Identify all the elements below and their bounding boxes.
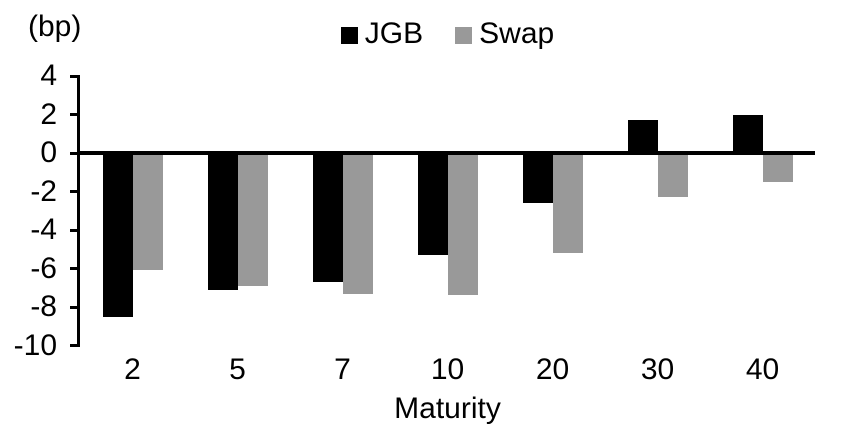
- bar-swap-40: [762, 153, 793, 182]
- legend-label-swap: Swap: [479, 17, 555, 50]
- legend-label-jgb: JGB: [364, 17, 424, 50]
- bar-jgb-5: [207, 153, 238, 290]
- bar-swap-2: [132, 153, 163, 271]
- bar-swap-20: [552, 153, 583, 254]
- y-axis-tick-label: 4: [40, 59, 57, 92]
- bar-swap-30: [657, 153, 688, 198]
- y-axis-tick: [70, 305, 80, 309]
- x-axis-tick-label: 20: [535, 353, 570, 386]
- legend: JGB Swap: [80, 16, 815, 52]
- y-axis-tick: [70, 344, 80, 347]
- swap-swatch-icon: [455, 26, 473, 44]
- legend-item-swap: Swap: [455, 17, 554, 51]
- x-axis-tick-label: 10: [430, 353, 465, 386]
- x-axis-tick-label: 5: [229, 353, 246, 386]
- y-axis-unit-label: (bp): [28, 10, 82, 43]
- zero-axis-line: [80, 151, 815, 155]
- x-axis-title: Maturity: [394, 392, 501, 425]
- bar-jgb-30: [627, 120, 658, 153]
- x-axis-tick-label: 7: [334, 353, 351, 386]
- y-axis-tick: [70, 74, 80, 78]
- bar-swap-10: [447, 153, 478, 296]
- bar-jgb-2: [102, 153, 133, 317]
- y-axis-tick: [70, 228, 80, 232]
- y-axis-tick-label: -2: [30, 174, 57, 208]
- bar-swap-7: [342, 153, 373, 294]
- x-axis-tick-label: 30: [640, 353, 675, 386]
- y-axis-tick: [70, 151, 80, 155]
- y-axis-tick-label: -8: [30, 290, 57, 323]
- y-axis-tick: [70, 267, 80, 270]
- y-axis-tick-label: 2: [40, 97, 57, 131]
- bar-jgb-7: [312, 153, 343, 282]
- y-axis-tick-label: -6: [30, 251, 57, 285]
- jgb-swatch-icon: [340, 26, 358, 44]
- bar-jgb-20: [522, 153, 553, 204]
- y-axis-tick-label: -4: [30, 213, 57, 246]
- x-axis-tick-label: 40: [745, 353, 780, 386]
- legend-item-jgb: JGB: [340, 17, 424, 51]
- y-axis-tick-label: 0: [40, 136, 57, 169]
- x-axis-tick-label: 2: [124, 353, 141, 386]
- y-axis-tick: [70, 113, 80, 116]
- y-axis-tick-label: -10: [13, 328, 57, 362]
- y-axis-line: [77, 75, 80, 347]
- bar-swap-5: [237, 153, 268, 286]
- bar-jgb-10: [417, 153, 448, 256]
- bar-jgb-40: [732, 114, 763, 153]
- y-axis-tick: [70, 190, 80, 193]
